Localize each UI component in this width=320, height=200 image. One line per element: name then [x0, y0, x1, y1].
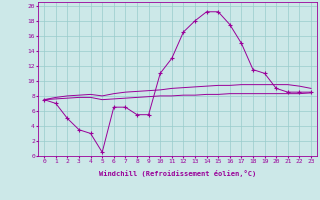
X-axis label: Windchill (Refroidissement éolien,°C): Windchill (Refroidissement éolien,°C) [99, 170, 256, 177]
